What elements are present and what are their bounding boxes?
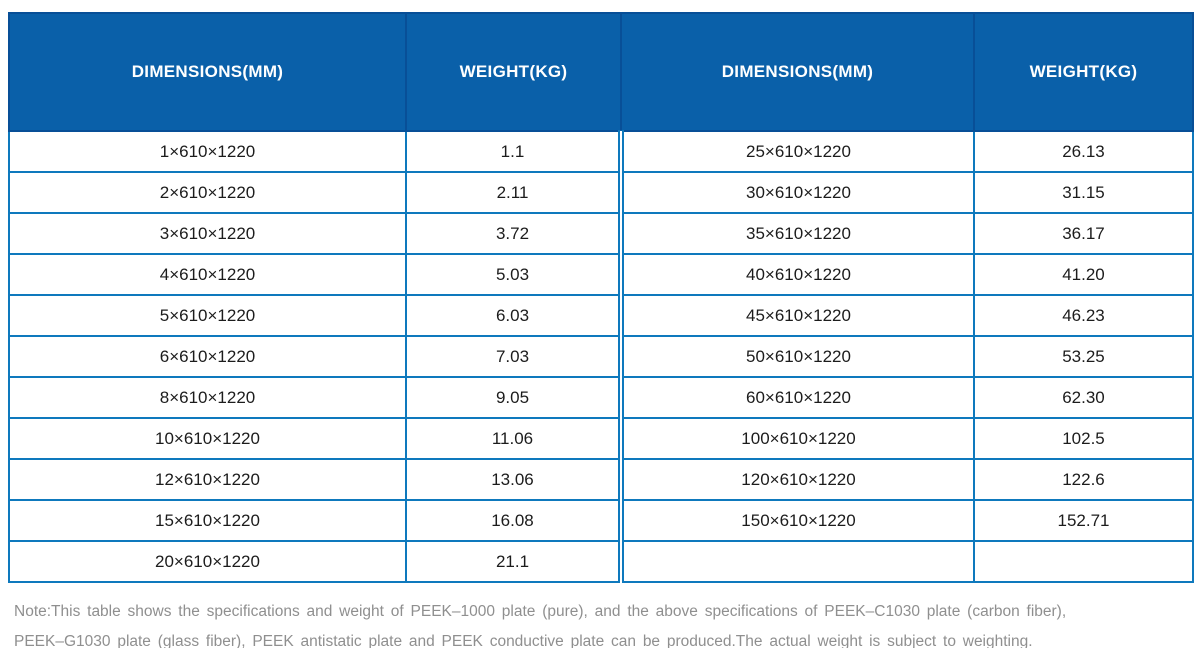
weight-cell: 3.72 <box>405 212 622 255</box>
dimension-cell: 30×610×1220 <box>618 171 975 214</box>
weight-cell: 11.06 <box>405 417 622 460</box>
spec-table: DIMENSIONS(MM) WEIGHT(KG) DIMENSIONS(MM)… <box>8 12 1194 583</box>
table-row: 1×610×1220 1.1 25×610×1220 26.13 <box>8 130 1194 173</box>
dimension-cell: 15×610×1220 <box>8 499 407 542</box>
weight-cell: 46.23 <box>973 294 1194 337</box>
dimension-cell: 100×610×1220 <box>618 417 975 460</box>
weight-cell-empty <box>973 540 1194 583</box>
weight-cell: 53.25 <box>973 335 1194 378</box>
dimension-cell: 10×610×1220 <box>8 417 407 460</box>
note-line-2: PEEK–G1030 plate (glass fiber), PEEK ant… <box>14 633 1033 648</box>
weight-cell: 21.1 <box>405 540 622 583</box>
dimension-cell: 8×610×1220 <box>8 376 407 419</box>
weight-cell: 9.05 <box>405 376 622 419</box>
dimension-cell: 25×610×1220 <box>618 130 975 173</box>
dimension-cell: 2×610×1220 <box>8 171 407 214</box>
dimension-cell: 1×610×1220 <box>8 130 407 173</box>
table-row: 10×610×1220 11.06 100×610×1220 102.5 <box>8 417 1194 460</box>
dimension-cell: 120×610×1220 <box>618 458 975 501</box>
weight-cell: 41.20 <box>973 253 1194 296</box>
table-row: 5×610×1220 6.03 45×610×1220 46.23 <box>8 294 1194 337</box>
weight-cell: 62.30 <box>973 376 1194 419</box>
header-weight-right: WEIGHT(KG) <box>973 12 1194 132</box>
dimension-cell-empty <box>618 540 975 583</box>
note-line-1: Note:This table shows the specifications… <box>14 603 1067 620</box>
weight-cell: 16.08 <box>405 499 622 542</box>
note-text: Note:This table shows the specifications… <box>14 597 1188 648</box>
dimension-cell: 45×610×1220 <box>618 294 975 337</box>
weight-cell: 31.15 <box>973 171 1194 214</box>
weight-cell: 5.03 <box>405 253 622 296</box>
table-row: 12×610×1220 13.06 120×610×1220 122.6 <box>8 458 1194 501</box>
dimension-cell: 150×610×1220 <box>618 499 975 542</box>
weight-cell: 13.06 <box>405 458 622 501</box>
dimension-cell: 5×610×1220 <box>8 294 407 337</box>
table-row: 15×610×1220 16.08 150×610×1220 152.71 <box>8 499 1194 542</box>
dimension-cell: 40×610×1220 <box>618 253 975 296</box>
table-row: 2×610×1220 2.11 30×610×1220 31.15 <box>8 171 1194 214</box>
weight-cell: 2.11 <box>405 171 622 214</box>
weight-cell: 7.03 <box>405 335 622 378</box>
weight-cell: 122.6 <box>973 458 1194 501</box>
dimension-cell: 35×610×1220 <box>618 212 975 255</box>
dimension-cell: 3×610×1220 <box>8 212 407 255</box>
dimension-cell: 12×610×1220 <box>8 458 407 501</box>
weight-cell: 1.1 <box>405 130 622 173</box>
table-row: 8×610×1220 9.05 60×610×1220 62.30 <box>8 376 1194 419</box>
weight-cell: 6.03 <box>405 294 622 337</box>
table-row: 4×610×1220 5.03 40×610×1220 41.20 <box>8 253 1194 296</box>
weight-cell: 36.17 <box>973 212 1194 255</box>
dimension-cell: 20×610×1220 <box>8 540 407 583</box>
weight-cell: 26.13 <box>973 130 1194 173</box>
table-row: 6×610×1220 7.03 50×610×1220 53.25 <box>8 335 1194 378</box>
header-dimensions-right: DIMENSIONS(MM) <box>620 12 975 132</box>
header-row: DIMENSIONS(MM) WEIGHT(KG) DIMENSIONS(MM)… <box>8 12 1194 132</box>
weight-cell: 102.5 <box>973 417 1194 460</box>
header-weight-left: WEIGHT(KG) <box>405 12 622 132</box>
dimension-cell: 6×610×1220 <box>8 335 407 378</box>
table-row: 3×610×1220 3.72 35×610×1220 36.17 <box>8 212 1194 255</box>
dimension-cell: 60×610×1220 <box>618 376 975 419</box>
weight-cell: 152.71 <box>973 499 1194 542</box>
table-row: 20×610×1220 21.1 <box>8 540 1194 583</box>
header-dimensions-left: DIMENSIONS(MM) <box>8 12 407 132</box>
dimension-cell: 50×610×1220 <box>618 335 975 378</box>
dimension-cell: 4×610×1220 <box>8 253 407 296</box>
